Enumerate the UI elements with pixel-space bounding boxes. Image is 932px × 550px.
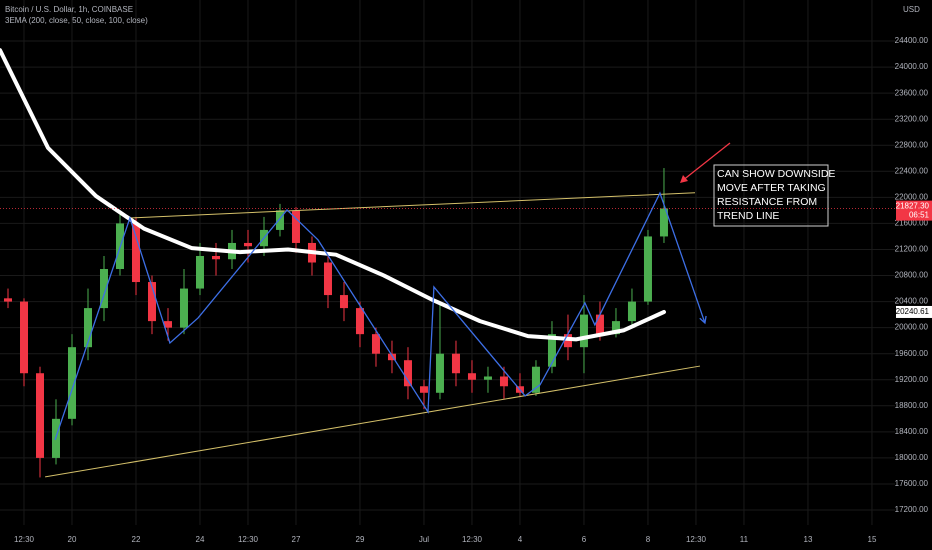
currency-label: USD [903, 5, 920, 14]
y-tick-label: 17600.00 [895, 479, 929, 488]
candle-body [179, 288, 188, 328]
candle-body [163, 321, 172, 328]
candle-body [131, 223, 140, 283]
chart-title: Bitcoin / U.S. Dollar, 1h, COINBASE [5, 5, 133, 14]
red-arrow-head [680, 175, 688, 183]
axes: 17200.00 17600.00 18000.00 18400.00 18800.00… [14, 36, 932, 544]
candle-body [579, 314, 588, 348]
candle-body [291, 210, 300, 243]
trend-line [129, 192, 696, 219]
candle-body [195, 255, 204, 289]
x-tick-label: 27 [292, 535, 301, 544]
red-arrow [681, 142, 731, 182]
annotation-line: MOVE AFTER TAKING [717, 182, 826, 194]
ema-label: 20240.61 [896, 307, 930, 316]
x-tick-label: 12:30 [14, 535, 35, 544]
x-tick-label: 8 [646, 535, 651, 544]
candle-body [355, 308, 364, 335]
candle-body [211, 255, 220, 260]
y-tick-label: 18400.00 [895, 427, 929, 436]
candle-body [67, 347, 76, 419]
last-price-label: 21827.30 [896, 202, 930, 211]
ema-tag [896, 305, 932, 318]
candle-body [451, 353, 460, 374]
y-tick-label: 17200.00 [895, 505, 929, 514]
candle-body [659, 208, 668, 237]
y-tick-label: 22800.00 [895, 140, 929, 149]
candle-body [19, 301, 28, 374]
y-tick-label: 20800.00 [895, 271, 929, 280]
x-tick-label: 24 [196, 535, 205, 544]
candle-body [547, 334, 556, 367]
candle-body [275, 210, 284, 230]
candle-body [387, 353, 396, 361]
zigzag-line [54, 191, 706, 441]
candle-body [467, 373, 476, 380]
y-tick-label: 24400.00 [895, 36, 929, 45]
arrow-head [699, 315, 707, 325]
y-tick-label: 19200.00 [895, 375, 929, 384]
candle-body [83, 308, 92, 348]
candle-body [531, 366, 540, 393]
x-tick-label: 12:30 [462, 535, 483, 544]
plot [0, 48, 895, 478]
y-tick-label: 20000.00 [895, 323, 929, 332]
x-tick-label: 4 [518, 535, 523, 544]
annotation-line: RESISTANCE FROM [717, 196, 817, 208]
y-tick-label: 24000.00 [895, 62, 929, 71]
countdown-label: 06:51 [909, 211, 930, 220]
candle-body [99, 269, 108, 309]
x-tick-label: 6 [582, 535, 587, 544]
x-tick-label: 12:30 [686, 535, 707, 544]
y-tick-label: 18800.00 [895, 401, 929, 410]
y-tick-label: 22400.00 [895, 166, 929, 175]
candle-body [147, 282, 156, 322]
x-tick-label: 15 [868, 535, 877, 544]
y-tick-label: 19600.00 [895, 349, 929, 358]
annotation-line: TREND LINE [717, 210, 779, 222]
candle-body [371, 334, 380, 354]
candle-body [419, 386, 428, 393]
x-tick-label: 11 [740, 535, 749, 544]
candle-body [3, 298, 12, 302]
candle-body [611, 321, 620, 335]
y-tick-label: 22000.00 [895, 192, 929, 201]
annotation: CAN SHOW DOWNSIDE MOVE AFTER TAKING RESIST… [717, 168, 835, 222]
candle-body [483, 376, 492, 380]
candle-body [35, 373, 44, 458]
y-tick-label: 20400.00 [895, 297, 929, 306]
indicator-label: 3EMA (200, close, 50, close, 100, close) [5, 16, 148, 25]
last-price-tag [896, 200, 932, 221]
y-tick-label: 21600.00 [895, 219, 929, 228]
x-tick-label: Jul [419, 535, 429, 544]
annotation-box [713, 164, 829, 227]
x-tick-label: 22 [132, 535, 141, 544]
candle-body [339, 295, 348, 309]
y-tick-label: 21200.00 [895, 245, 929, 254]
trend-line [45, 365, 701, 478]
x-tick-label: 20 [68, 535, 77, 544]
candle-body [243, 242, 252, 247]
x-tick-label: 29 [356, 535, 365, 544]
y-tick-label: 18000.00 [895, 453, 929, 462]
candle-body [499, 376, 508, 387]
ema-line [0, 48, 666, 342]
y-tick-label: 23200.00 [895, 114, 929, 123]
y-tick-label: 23600.00 [895, 88, 929, 97]
x-tick-label: 13 [804, 535, 813, 544]
candle-body [323, 262, 332, 296]
annotation-line: CAN SHOW DOWNSIDE [717, 168, 835, 180]
candle-body [403, 360, 412, 387]
candle-body [643, 236, 652, 302]
candle-body [595, 314, 604, 335]
candle-body [435, 353, 444, 393]
x-tick-label: 12:30 [238, 535, 259, 544]
candle-body [627, 301, 636, 322]
